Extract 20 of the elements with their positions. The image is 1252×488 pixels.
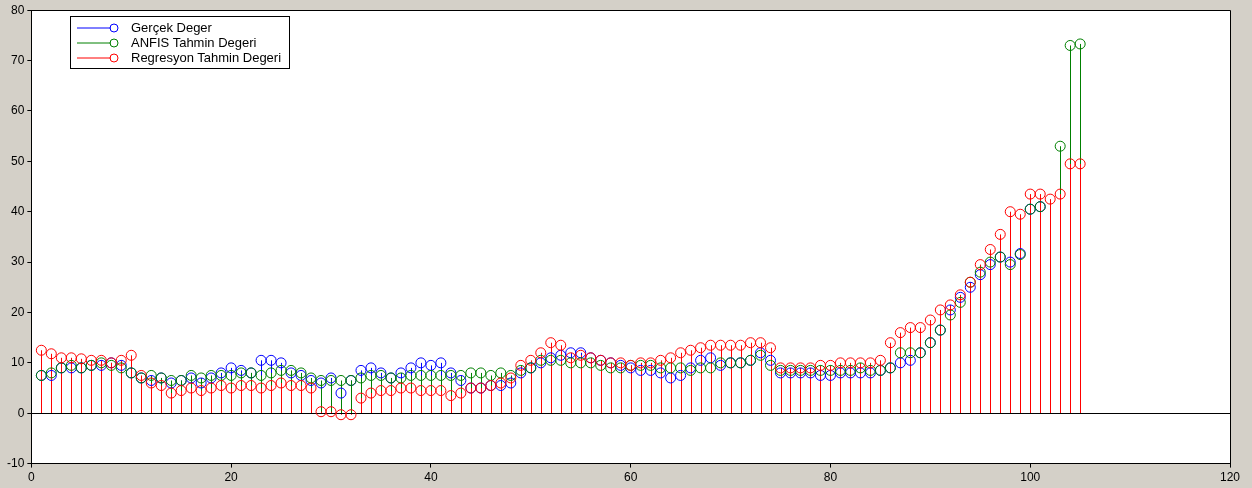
- y-tick-label: 10: [10, 355, 25, 370]
- legend-label: Gerçek Deger: [131, 20, 212, 35]
- y-tick-label: 50: [10, 153, 25, 168]
- y-tick-label: 0: [17, 405, 25, 420]
- x-tick-label: 40: [424, 470, 438, 485]
- y-tick-label: 80: [10, 2, 25, 17]
- x-tick-label: 0: [28, 470, 35, 485]
- y-tick-label: 30: [10, 254, 25, 269]
- x-tick-label: 20: [224, 470, 239, 485]
- y-tick-label: 60: [10, 103, 25, 118]
- x-tick-label: 80: [823, 470, 838, 485]
- y-tick-label: 20: [10, 304, 25, 319]
- x-tick-label: 120: [1219, 470, 1241, 485]
- y-tick-label: -10: [7, 455, 25, 470]
- x-tick-label: 100: [1020, 470, 1041, 485]
- y-tick-label: 40: [10, 204, 25, 219]
- y-tick-label: 70: [10, 52, 25, 67]
- legend-label: ANFIS Tahmin Degeri: [131, 35, 257, 50]
- x-tick-label: 60: [623, 470, 638, 485]
- legend-label: Regresyon Tahmin Degeri: [131, 50, 282, 65]
